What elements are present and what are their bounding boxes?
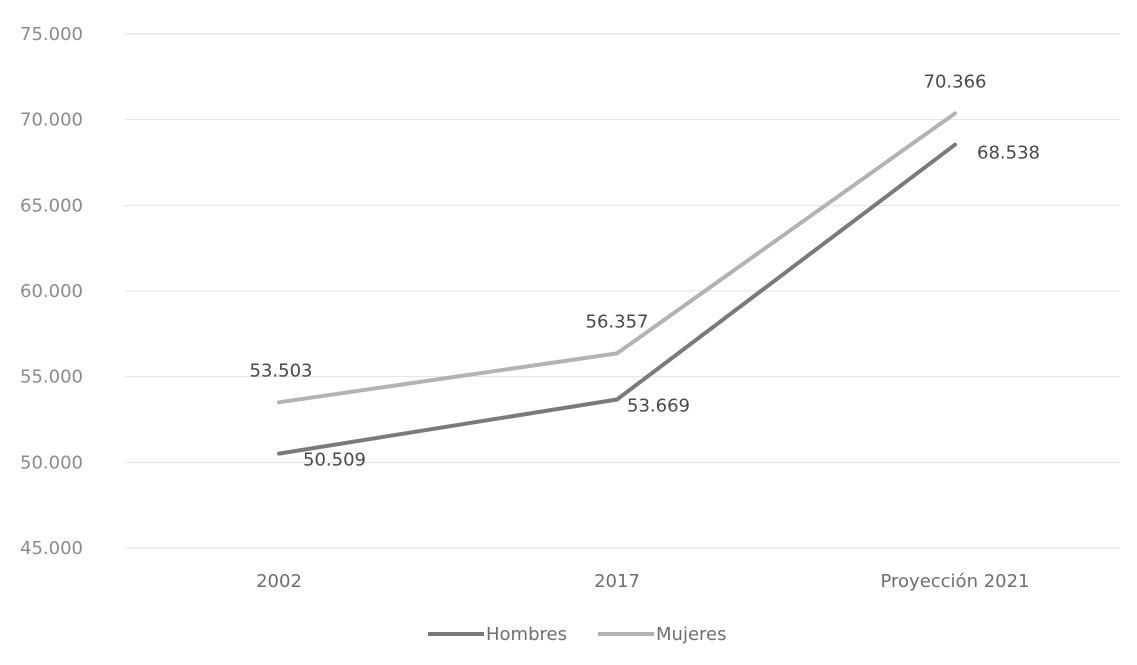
- gridlines: [125, 33, 1120, 549]
- series-line-mujeres: [277, 111, 957, 405]
- x-tick-label: Proyección 2021: [880, 571, 1029, 592]
- data-labels: 50.509 53.669 68.538 53.503 56.357 70.366: [250, 71, 1040, 470]
- y-tick-label: 70.000: [20, 110, 83, 131]
- y-axis-ticks: 45.000 50.000 55.000 60.000 65.000 70.000 75.0…: [20, 24, 83, 559]
- x-tick-label: 2002: [256, 571, 302, 592]
- data-label: 68.538: [977, 143, 1040, 164]
- legend-label-hombres: Hombres: [486, 624, 567, 645]
- data-label: 53.503: [250, 360, 313, 381]
- y-tick-label: 50.000: [20, 452, 83, 473]
- series-lines: [277, 111, 957, 456]
- y-tick-label: 65.000: [20, 195, 83, 216]
- y-tick-label: 55.000: [20, 367, 83, 388]
- y-tick-label: 60.000: [20, 281, 83, 302]
- legend: Hombres Mujeres: [428, 624, 726, 645]
- legend-label-mujeres: Mujeres: [656, 624, 726, 645]
- y-tick-label: 75.000: [20, 24, 83, 45]
- data-label: 53.669: [627, 395, 690, 416]
- data-label: 50.509: [303, 450, 366, 471]
- x-tick-label: 2017: [594, 571, 640, 592]
- data-label: 56.357: [586, 311, 649, 332]
- data-label: 70.366: [924, 71, 987, 92]
- y-tick-label: 45.000: [20, 538, 83, 559]
- series-line-hombres: [277, 142, 957, 456]
- x-axis-ticks: 2002 2017 Proyección 2021: [256, 571, 1029, 592]
